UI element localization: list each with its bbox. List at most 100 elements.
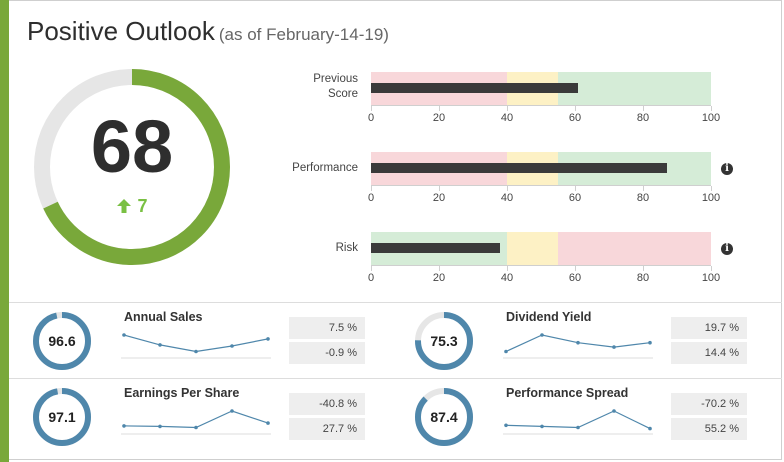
tick-label: 0 xyxy=(367,192,375,204)
sparkline-point xyxy=(504,349,508,354)
change-value-2: -0.9 % xyxy=(289,342,365,364)
tick-label: 100 xyxy=(701,272,721,284)
axis-tick xyxy=(371,106,372,111)
tick-label: 80 xyxy=(636,272,650,284)
axis-tick xyxy=(575,186,576,191)
metric-value: 75.3 xyxy=(430,333,458,349)
metric-gauge-arc xyxy=(33,312,91,370)
page-title: Positive Outlook (as of February-14-19) xyxy=(27,16,389,47)
change-value-1: -40.8 % xyxy=(289,393,365,415)
arrow-up-icon xyxy=(117,199,132,213)
score-gauge xyxy=(34,69,230,265)
metric-title: Performance Spread xyxy=(506,386,629,400)
bullet-label: Previous Score xyxy=(313,73,358,100)
metric-value: 97.1 xyxy=(48,409,76,425)
tick-label: 20 xyxy=(432,192,446,204)
bullet-bar xyxy=(371,163,667,173)
axis-tick xyxy=(507,106,508,111)
axis-tick xyxy=(371,266,372,271)
tick-label: 20 xyxy=(432,112,446,124)
info-icon[interactable]: i xyxy=(721,243,733,255)
divider xyxy=(9,302,782,303)
score-delta: 7 xyxy=(34,196,230,217)
axis-tick xyxy=(439,266,440,271)
sparkline-point xyxy=(648,340,652,345)
tick-label: 60 xyxy=(568,272,582,284)
axis-tick xyxy=(507,186,508,191)
axis-tick xyxy=(575,106,576,111)
sparkline xyxy=(121,409,271,435)
tick-label: 60 xyxy=(568,112,582,124)
gauge-arc xyxy=(34,69,230,265)
delta-value: 7 xyxy=(137,196,148,216)
metric-gauge xyxy=(33,312,91,370)
bullet-label: Performance xyxy=(292,162,358,174)
axis-tick xyxy=(643,186,644,191)
metric-value: 96.6 xyxy=(48,333,76,349)
tick-label: 0 xyxy=(367,272,375,284)
sparkline-point xyxy=(266,421,270,425)
bullet-bar xyxy=(371,83,579,93)
metric-gauge xyxy=(415,388,473,446)
sparkline-point xyxy=(194,349,198,354)
sparkline-point xyxy=(648,426,652,431)
change-value-1: -70.2 % xyxy=(671,393,747,415)
axis-tick xyxy=(643,106,644,111)
sparkline-point xyxy=(540,424,544,429)
sparkline-point xyxy=(158,424,162,429)
axis-tick xyxy=(711,266,712,271)
sparkline-point xyxy=(158,343,162,347)
metric-gauge-arc xyxy=(33,388,91,446)
sparkline xyxy=(121,333,271,359)
zone-bad xyxy=(558,232,711,265)
metric-gauge xyxy=(415,312,473,370)
info-icon[interactable]: i xyxy=(721,163,733,175)
sparkline-point xyxy=(612,345,616,349)
change-value-1: 7.5 % xyxy=(289,317,365,339)
change-value-2: 14.4 % xyxy=(671,342,747,364)
sparkline-point xyxy=(504,423,508,428)
sparkline-point xyxy=(122,424,126,428)
metric-title: Dividend Yield xyxy=(506,310,592,324)
bullet-label: Risk xyxy=(335,242,358,254)
sparkline-point xyxy=(230,344,234,348)
metric-value: 87.4 xyxy=(430,409,458,425)
accent-stripe xyxy=(0,0,9,462)
bullet-axis: 0 20 40 60 80 100 xyxy=(368,265,720,284)
sparkline-point xyxy=(576,340,580,345)
metric-gauge xyxy=(33,388,91,446)
tick-label: 0 xyxy=(367,112,375,124)
tick-label: 80 xyxy=(636,112,650,124)
as-of-date: (as of February-14-19) xyxy=(218,25,389,44)
axis-tick xyxy=(371,186,372,191)
metric-gauge-arc xyxy=(415,388,473,446)
sparkline xyxy=(503,409,653,435)
axis-tick xyxy=(439,106,440,111)
tick-label: 20 xyxy=(432,272,446,284)
zone-good xyxy=(558,72,711,105)
change-value-2: 55.2 % xyxy=(671,418,747,440)
score-value: 68 xyxy=(90,105,174,188)
sparkline-line xyxy=(123,334,269,353)
divider xyxy=(9,378,782,379)
title-text: Positive Outlook xyxy=(27,16,215,46)
sparkline-point xyxy=(612,409,616,413)
axis-tick xyxy=(575,266,576,271)
sparkline-point xyxy=(540,333,544,337)
axis-tick xyxy=(439,186,440,191)
tick-label: 100 xyxy=(701,192,721,204)
sparkline-point xyxy=(230,409,234,413)
tick-label: 80 xyxy=(636,192,650,204)
sparkline-line xyxy=(123,410,269,429)
tick-label: 40 xyxy=(500,112,514,124)
sparkline xyxy=(503,333,653,359)
metric-gauge-arc xyxy=(415,312,473,370)
bullet-axis: 0 20 40 60 80 100 xyxy=(368,185,720,204)
axis-tick xyxy=(711,186,712,191)
metric-title: Earnings Per Share xyxy=(124,386,240,400)
sparkline-point xyxy=(194,425,198,430)
sparkline-point xyxy=(266,337,270,341)
tick-label: 100 xyxy=(701,112,721,124)
axis-tick xyxy=(643,266,644,271)
bullet-axis: 0 20 40 60 80 100 xyxy=(368,105,720,124)
